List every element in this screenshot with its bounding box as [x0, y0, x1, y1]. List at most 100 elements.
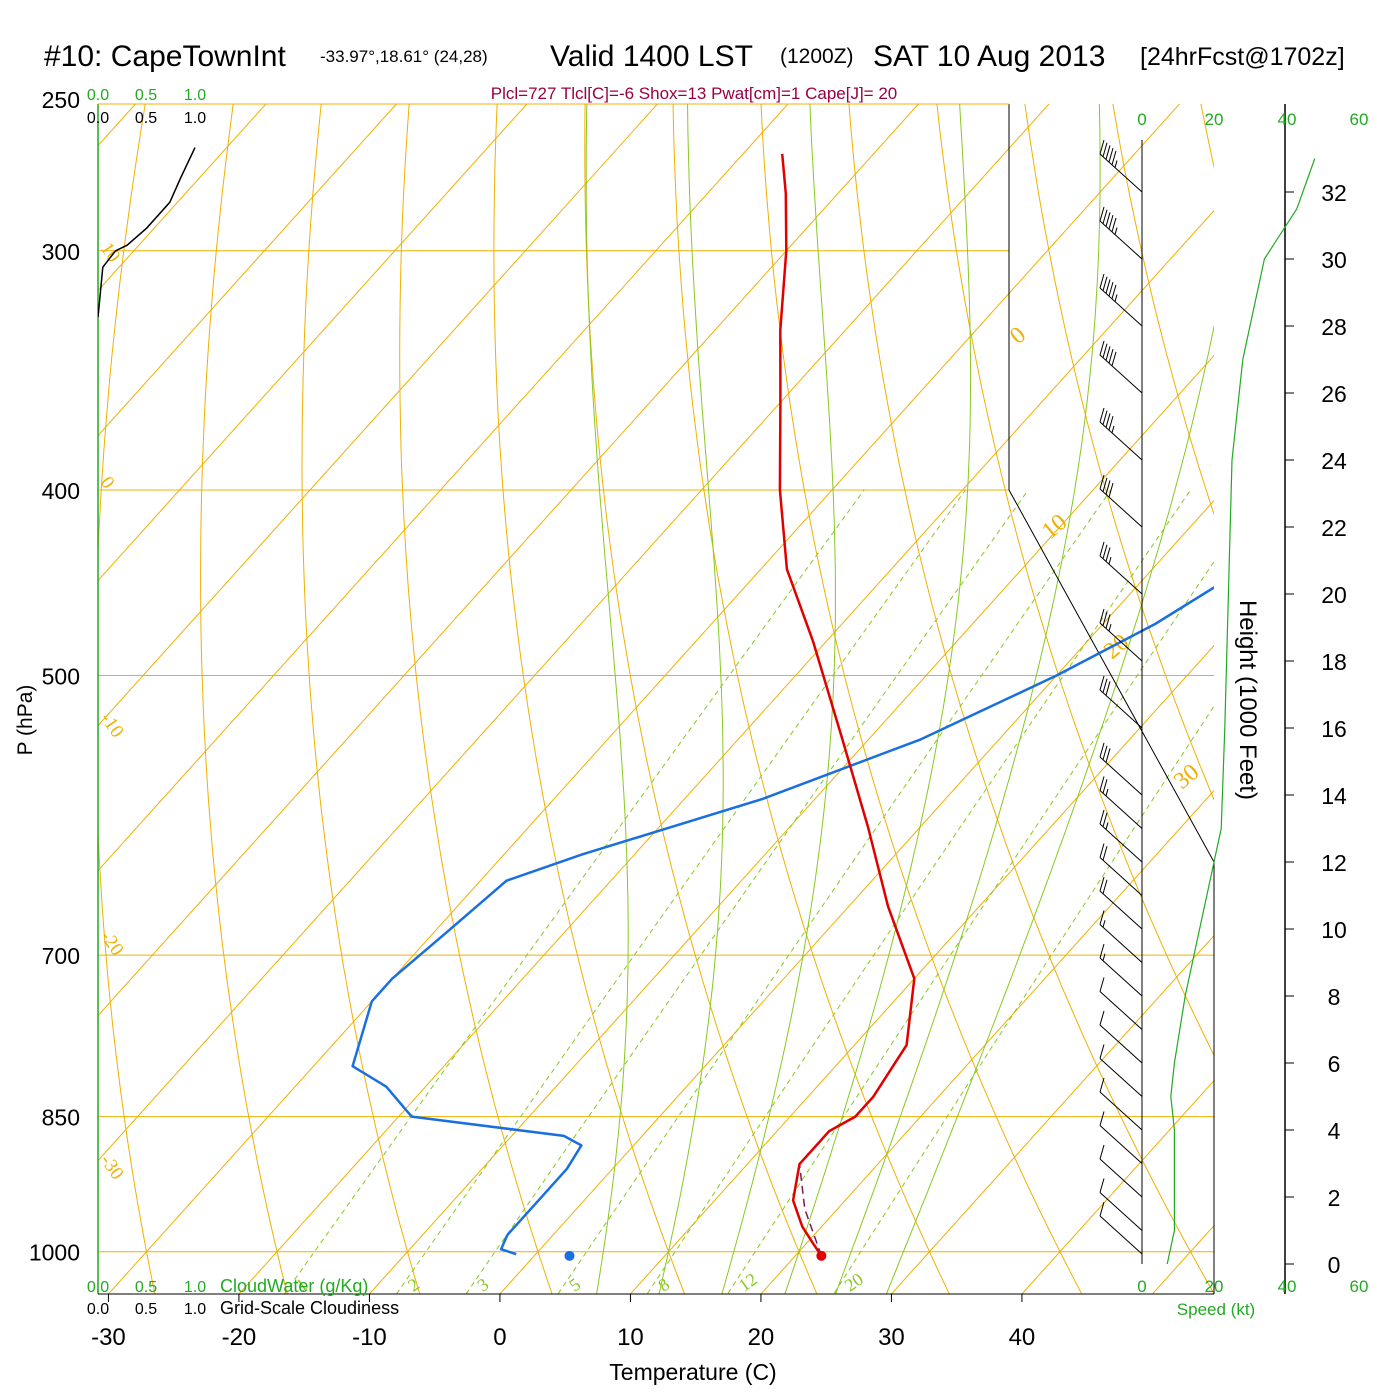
wind-barb [1099, 407, 1143, 461]
height-tick-label: 4 [1328, 1118, 1341, 1144]
height-tick-label: 18 [1321, 649, 1347, 675]
wind-barb-feather [1099, 910, 1105, 925]
isotherm-line [98, 104, 267, 292]
dry-adiabat-line [936, 104, 1214, 1057]
wind-barb-feather [1108, 349, 1114, 364]
temperature-line [778, 153, 916, 1257]
wind-barb [1099, 843, 1143, 896]
wind-barb-feather [1099, 1178, 1105, 1193]
mixing-ratio-line [833, 705, 1214, 1294]
wind-barb-staff [1099, 823, 1143, 863]
wind-barb-half-feather [1105, 788, 1109, 797]
wind-barb-feather [1105, 480, 1111, 495]
wind-barb-staff [1099, 153, 1143, 193]
wind-barb [1099, 742, 1143, 796]
wind-barb [1099, 1144, 1143, 1198]
dry-adiabat-line [301, 104, 421, 1294]
wind-barb-feather [1099, 876, 1105, 892]
stability-indices: Plcl=727 Tlcl[C]=-6 Shox=13 Pwat[cm]=1 C… [491, 84, 898, 103]
wind-barb-staff [1099, 220, 1143, 260]
dry-adiabat-line [1024, 104, 1214, 801]
forecast-info: [24hrFcst@1702z] [1140, 43, 1345, 71]
isotherm-line [98, 104, 920, 1017]
mixing-ratio-line [726, 560, 1214, 1294]
height-tick-label: 10 [1321, 917, 1347, 943]
temperature-tick-label: 0 [493, 1324, 506, 1351]
wind-barb [1099, 809, 1143, 863]
wind-barb [1099, 206, 1143, 260]
wind-barb-feather [1102, 142, 1108, 157]
wind-barb-feather [1099, 273, 1105, 289]
dry-adiabat-line [98, 104, 156, 1294]
isotherm-line [98, 104, 1050, 1162]
dry-adiabat-line [399, 104, 553, 1294]
wind-barb [1099, 910, 1143, 963]
cloudwater-bottom-tick: 0.0 [87, 1279, 109, 1296]
dry-adiabat-line [1112, 104, 1214, 516]
wind-barb-feather [1099, 1201, 1105, 1217]
temperature-tick-label: -20 [222, 1324, 257, 1351]
wind-speed-profile [1166, 158, 1316, 1265]
x-axis-title: Temperature (C) [609, 1359, 776, 1385]
temperature-tick-label: 30 [878, 1324, 905, 1351]
isotherm-line [890, 934, 1214, 1294]
isotherm-line [107, 104, 1181, 1294]
wind-barb-feather [1099, 977, 1105, 992]
wind-barb-half-feather [1108, 557, 1112, 565]
height-tick-label: 16 [1321, 716, 1347, 742]
moist-adiabat-line [784, 104, 972, 1294]
dry-adiabat-line [760, 104, 1083, 1294]
station-title: #10: CapeTownInt [44, 40, 286, 73]
wind-barb-staff [1099, 790, 1143, 829]
wind-barb-feather [1108, 416, 1114, 431]
wind-barb-half-feather [1111, 425, 1115, 433]
dry-adiabat-line [200, 104, 288, 1294]
wind-barb [1099, 1010, 1143, 1064]
height-tick-label: 14 [1321, 783, 1347, 809]
moist-adiabat-line [835, 104, 1101, 1294]
surface-temperature-dot [816, 1250, 827, 1261]
wind-barb-half-feather [1102, 920, 1106, 928]
wind-barb-feather [1102, 544, 1108, 559]
height-tick-label: 12 [1321, 850, 1347, 876]
speed-top-tick: 40 [1278, 110, 1297, 129]
wind-barb-staff [1099, 1192, 1143, 1231]
wind-barb [1099, 1044, 1143, 1097]
height-tick-label: 2 [1328, 1185, 1341, 1211]
height-tick-label: 0 [1328, 1252, 1341, 1278]
dry-adiabat-line [848, 104, 1214, 1294]
height-axis-title: Height (1000 Feet) [1234, 600, 1261, 800]
wind-barb-feather [1108, 483, 1114, 498]
height-tick-label: 24 [1321, 448, 1347, 474]
wind-barb-half-feather [1102, 953, 1106, 961]
dry-adiabat-line [672, 104, 950, 1294]
speed-top-tick: 60 [1350, 110, 1369, 129]
wind-barb [1099, 340, 1143, 394]
wind-barb-half-feather [1114, 227, 1118, 235]
cloudiness-bottom-tick: 1.0 [184, 1301, 206, 1318]
wind-barb-feather [1105, 279, 1111, 294]
moist-adiabat-line [885, 324, 1214, 1294]
diagram-axes [97, 103, 1215, 1302]
cloudiness-top-tick: 0.5 [135, 110, 157, 127]
wind-barb [1099, 273, 1143, 327]
zulu-time: (1200Z) [780, 45, 854, 68]
speed-bottom-tick: 20 [1205, 1277, 1224, 1296]
wind-barb-feather [1108, 148, 1114, 163]
wind-barb-feather [1111, 284, 1117, 299]
wind-barb-feather [1102, 209, 1108, 224]
wind-barb [1099, 474, 1143, 528]
wind-barb-feather [1108, 282, 1114, 297]
speed-axis-title: Speed (kt) [1177, 1300, 1255, 1319]
cloudwater-bottom-tick: 0.5 [135, 1279, 157, 1296]
mixing-ratio-line [557, 489, 1112, 1294]
temperature-tick-label: 40 [1009, 1324, 1036, 1351]
wind-barb-staff [1099, 1024, 1143, 1064]
wind-barb-feather [1105, 614, 1111, 629]
wind-barb-feather [1102, 812, 1108, 827]
mixing-ratio-label: 5 [565, 1274, 584, 1296]
cloudiness-profile [98, 147, 196, 318]
wind-barb-staff [1099, 622, 1143, 662]
wind-barb-feather [1099, 809, 1105, 825]
